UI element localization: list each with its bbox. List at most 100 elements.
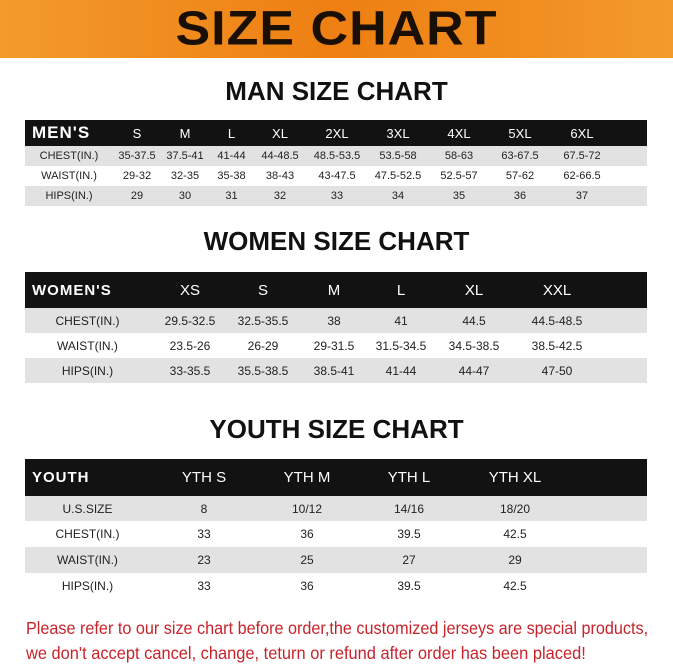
- measurement-cell: 35.5-38.5: [230, 358, 296, 383]
- table-row: WAIST(IN.) 23 25 27 29: [25, 547, 647, 573]
- measurement-cell: 38-43: [254, 166, 306, 186]
- measurement-cell: 67.5-72: [550, 146, 614, 166]
- measurement-cell: 8: [150, 496, 258, 521]
- size-column-header: XXL: [518, 272, 596, 308]
- measurement-cell: 42.5: [462, 521, 568, 547]
- row-label: U.S.SIZE: [25, 496, 150, 521]
- row-spacer: [614, 146, 647, 166]
- measurement-cell: 62-66.5: [550, 166, 614, 186]
- men-section-title: MAN SIZE CHART: [225, 76, 448, 106]
- table-row: WAIST(IN.) 29-32 32-35 35-38 38-43 43-47.5 47.…: [25, 166, 647, 186]
- header-spacer: [614, 120, 647, 146]
- size-column-header: M: [161, 120, 209, 146]
- measurement-cell: 47.5-52.5: [368, 166, 428, 186]
- measurement-cell: 18/20: [462, 496, 568, 521]
- table-row: HIPS(IN.) 33 36 39.5 42.5: [25, 573, 647, 599]
- measurement-cell: 32-35: [161, 166, 209, 186]
- measurement-cell: 44.5: [430, 308, 518, 333]
- youth-size-table: YOUTH YTH S YTH M YTH L YTH XL U.S.SIZE 8 10/12…: [25, 459, 647, 599]
- measurement-cell: 33: [306, 186, 368, 206]
- size-column-header: 6XL: [550, 120, 614, 146]
- size-column-header: L: [372, 272, 430, 308]
- measurement-cell: 29-31.5: [296, 333, 372, 358]
- measurement-cell: 44-47: [430, 358, 518, 383]
- size-column-header: S: [113, 120, 161, 146]
- measurement-cell: 41: [372, 308, 430, 333]
- measurement-cell: 36: [490, 186, 550, 206]
- measurement-cell: 35: [428, 186, 490, 206]
- size-column-header: YTH M: [258, 459, 356, 496]
- measurement-cell: 41-44: [209, 146, 254, 166]
- size-column-header: YTH XL: [462, 459, 568, 496]
- measurement-cell: 10/12: [258, 496, 356, 521]
- size-column-header: YTH L: [356, 459, 462, 496]
- page-title: SIZE CHART: [175, 2, 498, 56]
- women-section-title: WOMEN SIZE CHART: [203, 226, 470, 256]
- row-spacer: [614, 166, 647, 186]
- measurement-cell: 42.5: [462, 573, 568, 599]
- size-column-header: 2XL: [306, 120, 368, 146]
- youth-header-label: YOUTH: [25, 459, 150, 496]
- title-banner: SIZE CHART: [0, 0, 673, 58]
- row-label: HIPS(IN.): [25, 186, 113, 206]
- measurement-cell: 27: [356, 547, 462, 573]
- size-column-header: 4XL: [428, 120, 490, 146]
- measurement-cell: 26-29: [230, 333, 296, 358]
- men-header-label: MEN'S: [25, 120, 113, 146]
- women-header-label: WOMEN'S: [25, 272, 150, 308]
- notice-line-2: we don't accept cancel, change, teturn o…: [26, 643, 586, 663]
- measurement-cell: 33-35.5: [150, 358, 230, 383]
- measurement-cell: 53.5-58: [368, 146, 428, 166]
- measurement-cell: 37: [550, 186, 614, 206]
- measurement-cell: 63-67.5: [490, 146, 550, 166]
- measurement-cell: 44.5-48.5: [518, 308, 596, 333]
- header-spacer: [596, 272, 647, 308]
- row-label: CHEST(IN.): [25, 146, 113, 166]
- table-row: CHEST(IN.) 35-37.5 37.5-41 41-44 44-48.5 48.5…: [25, 146, 647, 166]
- table-row: HIPS(IN.) 29 30 31 32 33 34 35 36 37: [25, 186, 647, 206]
- row-spacer: [596, 333, 647, 358]
- measurement-cell: 36: [258, 573, 356, 599]
- row-spacer: [568, 496, 647, 521]
- table-row: CHEST(IN.) 33 36 39.5 42.5: [25, 521, 647, 547]
- size-column-header: XS: [150, 272, 230, 308]
- measurement-cell: 41-44: [372, 358, 430, 383]
- row-label: HIPS(IN.): [25, 573, 150, 599]
- size-column-header: XL: [430, 272, 518, 308]
- measurement-cell: 39.5: [356, 573, 462, 599]
- measurement-cell: 14/16: [356, 496, 462, 521]
- measurement-cell: 29: [462, 547, 568, 573]
- measurement-cell: 23.5-26: [150, 333, 230, 358]
- row-label: CHEST(IN.): [25, 308, 150, 333]
- measurement-cell: 30: [161, 186, 209, 206]
- row-label: WAIST(IN.): [25, 547, 150, 573]
- measurement-cell: 29-32: [113, 166, 161, 186]
- size-column-header: M: [296, 272, 372, 308]
- row-label: HIPS(IN.): [25, 358, 150, 383]
- measurement-cell: 37.5-41: [161, 146, 209, 166]
- notice-line-1: Please refer to our size chart before or…: [26, 618, 649, 638]
- row-spacer: [596, 358, 647, 383]
- row-label: WAIST(IN.): [25, 333, 150, 358]
- row-spacer: [568, 521, 647, 547]
- measurement-cell: 25: [258, 547, 356, 573]
- measurement-cell: 58-63: [428, 146, 490, 166]
- size-column-header: L: [209, 120, 254, 146]
- row-spacer: [596, 308, 647, 333]
- measurement-cell: 38.5-41: [296, 358, 372, 383]
- row-spacer: [568, 573, 647, 599]
- row-spacer: [614, 186, 647, 206]
- measurement-cell: 36: [258, 521, 356, 547]
- measurement-cell: 47-50: [518, 358, 596, 383]
- youth-section-title: YOUTH SIZE CHART: [209, 414, 464, 444]
- measurement-cell: 43-47.5: [306, 166, 368, 186]
- measurement-cell: 33: [150, 521, 258, 547]
- header-spacer: [568, 459, 647, 496]
- women-size-table: WOMEN'S XS S M L XL XXL CHEST(IN.) 29.5-32.5 32.5…: [25, 272, 647, 383]
- men-size-table: MEN'S S M L XL 2XL 3XL 4XL 5XL 6XL CHEST(IN.) 35-37…: [25, 120, 647, 206]
- row-spacer: [568, 547, 647, 573]
- table-row: WAIST(IN.) 23.5-26 26-29 29-31.5 31.5-34.5 34…: [25, 333, 647, 358]
- size-column-header: YTH S: [150, 459, 258, 496]
- size-column-header: S: [230, 272, 296, 308]
- size-column-header: 5XL: [490, 120, 550, 146]
